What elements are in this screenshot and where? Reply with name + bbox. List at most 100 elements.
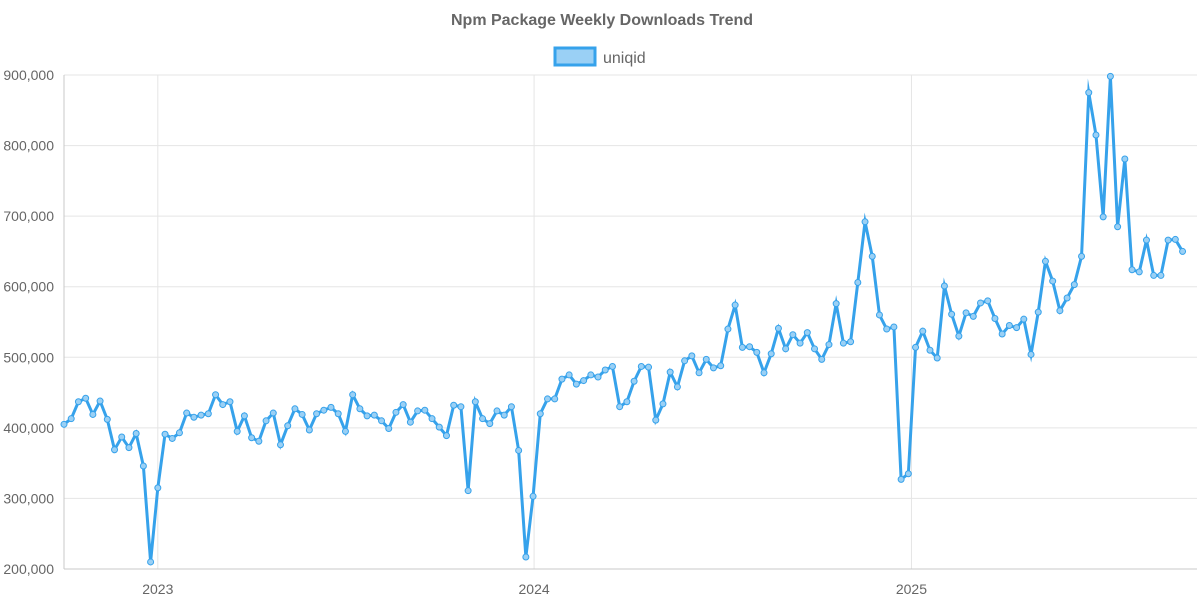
data-point[interactable] [197, 411, 205, 419]
data-point[interactable] [1078, 252, 1086, 260]
data-point[interactable] [875, 311, 883, 319]
data-point[interactable] [464, 487, 472, 495]
data-point[interactable] [161, 430, 169, 438]
data-point[interactable] [479, 415, 487, 423]
legend[interactable]: uniqid [553, 46, 646, 67]
data-point[interactable] [1164, 236, 1172, 244]
data-point[interactable] [103, 415, 111, 423]
data-point[interactable] [572, 380, 580, 388]
data-point[interactable] [1171, 235, 1179, 243]
data-point[interactable] [839, 339, 847, 347]
data-point[interactable] [118, 433, 126, 441]
data-point[interactable] [1179, 247, 1187, 255]
data-point[interactable] [356, 405, 364, 413]
data-point[interactable] [1092, 131, 1100, 139]
data-point[interactable] [789, 331, 797, 339]
data-point[interactable] [832, 300, 840, 308]
data-point[interactable] [897, 475, 905, 483]
data-point[interactable] [977, 299, 984, 307]
data-point[interactable] [1063, 294, 1071, 302]
data-point[interactable] [861, 218, 869, 226]
data-point[interactable] [269, 409, 277, 417]
data-point[interactable] [154, 484, 162, 492]
data-point[interactable] [558, 375, 566, 383]
data-point[interactable] [298, 410, 306, 418]
data-point[interactable] [277, 441, 284, 449]
data-point[interactable] [774, 324, 782, 332]
data-point[interactable] [183, 409, 191, 417]
data-point[interactable] [724, 325, 732, 333]
data-point[interactable] [435, 423, 443, 431]
data-point[interactable] [428, 415, 436, 423]
data-point[interactable] [349, 391, 357, 399]
data-point[interactable] [1034, 308, 1042, 316]
data-point[interactable] [1135, 268, 1143, 276]
data-point[interactable] [291, 405, 299, 413]
data-point[interactable] [132, 430, 140, 437]
data-point[interactable] [284, 422, 292, 430]
data-point[interactable] [868, 252, 876, 260]
data-point[interactable] [847, 338, 855, 346]
data-point[interactable] [565, 371, 573, 379]
data-point[interactable] [919, 327, 927, 335]
data-point[interactable] [147, 558, 155, 566]
data-point[interactable] [587, 371, 595, 379]
data-point[interactable] [168, 434, 176, 442]
data-point[interactable] [305, 426, 313, 434]
data-point[interactable] [753, 348, 761, 356]
data-point[interactable] [926, 346, 934, 354]
data-point[interactable] [442, 432, 450, 440]
data-point[interactable] [948, 310, 956, 318]
data-point[interactable] [796, 339, 804, 347]
data-point[interactable] [1070, 281, 1078, 289]
data-point[interactable] [623, 398, 631, 406]
data-point[interactable] [255, 437, 263, 445]
data-point[interactable] [175, 429, 183, 437]
data-point[interactable] [818, 355, 826, 363]
data-point[interactable] [991, 314, 999, 322]
data-point[interactable] [212, 391, 220, 399]
data-point[interactable] [709, 364, 717, 372]
data-point[interactable] [688, 352, 696, 360]
data-point[interactable] [760, 369, 768, 377]
data-point[interactable] [204, 410, 212, 418]
data-point[interactable] [1099, 213, 1107, 221]
data-point[interactable] [717, 362, 725, 370]
data-point[interactable] [313, 410, 321, 418]
data-point[interactable] [399, 401, 407, 409]
data-point[interactable] [248, 434, 256, 442]
data-point[interactable] [334, 410, 342, 418]
data-point[interactable] [767, 350, 775, 358]
data-point[interactable] [421, 406, 429, 414]
data-point[interactable] [1150, 271, 1158, 279]
data-point[interactable] [702, 355, 710, 363]
data-point[interactable] [746, 343, 754, 351]
data-point[interactable] [507, 403, 515, 411]
data-point[interactable] [385, 425, 393, 433]
data-point[interactable] [82, 394, 90, 402]
data-point[interactable] [74, 398, 82, 406]
data-point[interactable] [904, 470, 912, 478]
data-point[interactable] [998, 330, 1006, 338]
data-point[interactable] [681, 357, 689, 365]
data-point[interactable] [457, 403, 465, 411]
data-point[interactable] [1056, 307, 1064, 315]
data-point[interactable] [544, 395, 552, 403]
data-point[interactable] [1142, 236, 1150, 244]
data-point[interactable] [933, 354, 941, 362]
data-point[interactable] [659, 400, 667, 408]
data-point[interactable] [89, 410, 97, 418]
data-point[interactable] [652, 416, 660, 424]
data-point[interactable] [955, 332, 963, 340]
data-point[interactable] [890, 323, 898, 331]
data-point[interactable] [111, 446, 119, 454]
data-point[interactable] [406, 418, 414, 426]
data-point[interactable] [378, 417, 386, 425]
data-point[interactable] [522, 553, 530, 561]
data-point[interactable] [67, 415, 75, 423]
data-point[interactable] [262, 417, 270, 425]
data-point[interactable] [320, 406, 328, 414]
data-point[interactable] [125, 444, 133, 452]
data-point[interactable] [608, 362, 616, 370]
data-point[interactable] [240, 412, 248, 420]
